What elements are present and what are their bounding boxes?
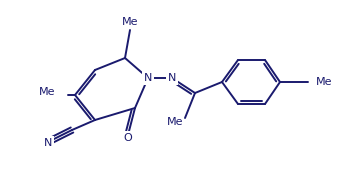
Text: Me: Me (122, 17, 138, 27)
Text: N: N (168, 73, 176, 83)
Text: N: N (44, 138, 52, 148)
Text: O: O (124, 133, 133, 143)
Text: N: N (144, 73, 152, 83)
Text: Me: Me (38, 87, 55, 97)
Text: Me: Me (166, 117, 183, 127)
Text: Me: Me (316, 77, 333, 87)
